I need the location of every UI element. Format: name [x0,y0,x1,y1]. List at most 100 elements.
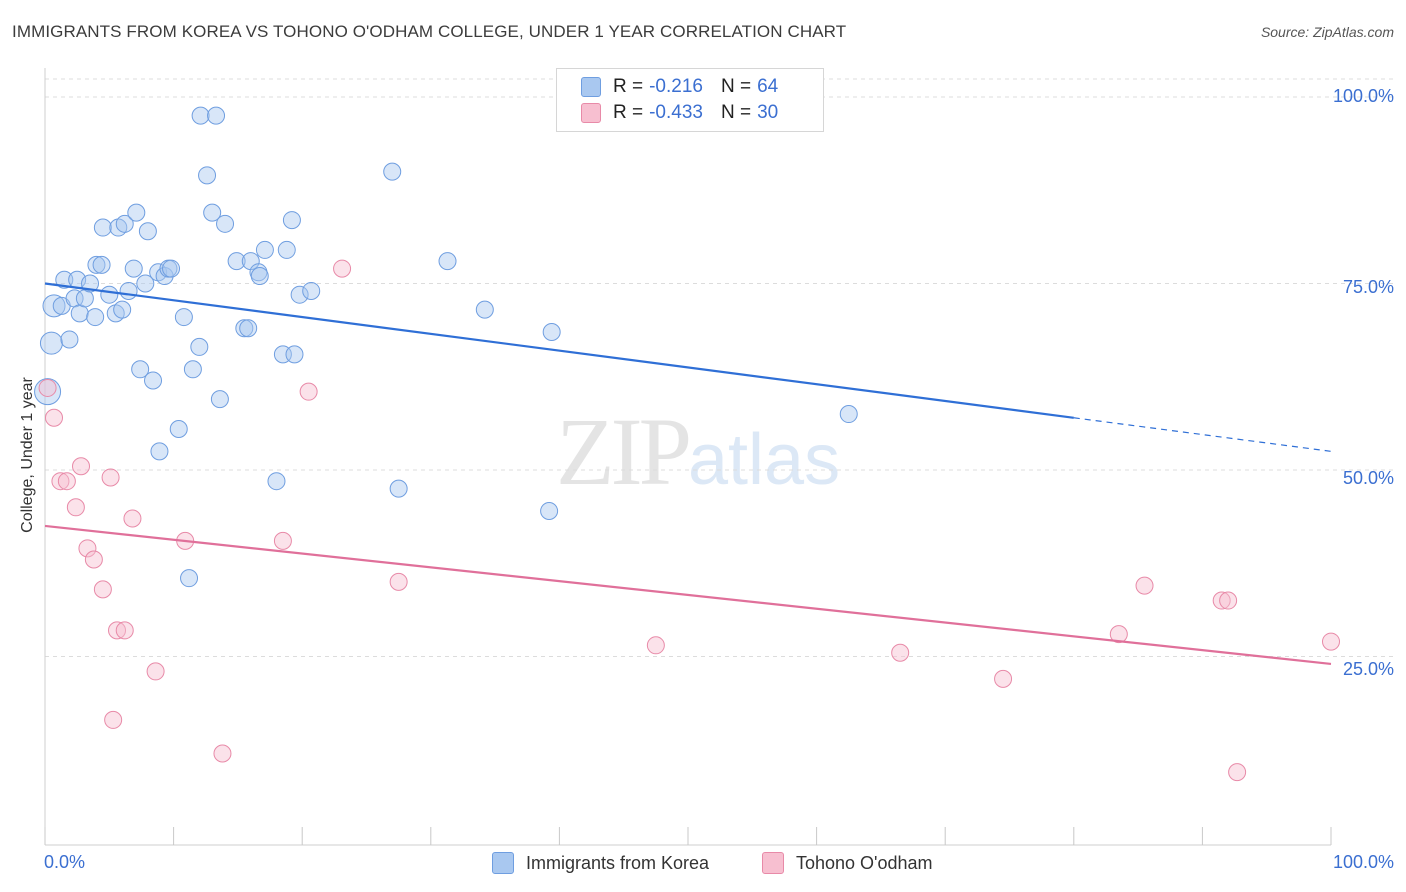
y-tick-25: 25.0% [1342,659,1394,679]
tohono-point [273,531,292,550]
korea-point [70,304,89,323]
bottom-legend-korea: Immigrants from Korea [492,852,709,874]
tohono-point [1135,576,1154,595]
tohono-point [1322,632,1340,651]
tohono-point [994,669,1013,688]
y-axis-label: College, Under 1 year [19,377,36,533]
korea-point [267,472,286,491]
korea-point [203,203,222,222]
korea-point [55,270,74,289]
bottom-swatch-korea [492,852,514,874]
korea-point [207,106,226,125]
tohono-point [38,378,57,397]
korea-point [540,502,559,521]
korea-point [113,300,132,319]
tohono-point [108,621,127,640]
korea-point [277,240,296,259]
korea-point [190,337,209,356]
tohono-point [123,509,142,528]
tohono-point [146,662,165,681]
watermark-atlas: atlas [688,420,841,500]
korea-point [169,419,188,438]
legend-r-value: -0.216 [649,76,703,97]
source-label: Source: ZipAtlas.com [1260,24,1394,40]
bottom-legend-tohono: Tohono O'odham [762,852,933,874]
tohono-point [84,550,103,569]
korea-point [542,322,561,341]
chart-title: IMMIGRANTS FROM KOREA VS TOHONO O'ODHAM … [12,22,847,41]
korea-trend-line [44,282,1074,419]
x-tick-0: 0.0% [44,852,86,872]
y-tick-100: 100.0% [1332,86,1394,106]
legend-r-label: R = [613,102,644,123]
tohono-point [389,572,408,591]
korea-point [239,319,258,338]
korea-point [216,214,235,233]
tohono-point [891,643,910,662]
korea-point [227,252,246,271]
korea-point [475,300,494,319]
tohono-point [66,498,85,517]
tohono-point [78,539,97,558]
tohono-point [1219,591,1238,610]
korea-point [115,214,134,233]
korea-point [438,252,457,271]
korea-point [235,319,254,338]
korea-point [162,259,181,278]
korea-point [198,166,217,185]
korea-point [144,371,163,390]
legend-row-korea: R = -0.216 N = 64 [581,75,778,99]
korea-point [183,360,202,379]
korea-point [255,240,274,259]
bottom-swatch-tohono [762,852,784,874]
tohono-point [51,472,70,491]
korea-point [92,255,111,274]
tohono-point [1212,591,1231,610]
korea-point [131,360,150,379]
korea-point [42,294,66,318]
legend-n-value: 64 [757,76,779,97]
watermark-zip: ZIP [556,398,692,505]
tohono-point [101,468,120,487]
tohono-point [299,382,318,401]
korea-point [383,162,402,181]
y-tick-50: 50.0% [1342,468,1394,488]
legend-n-label: N = [720,76,752,97]
legend-n-label: N = [720,102,752,123]
tohono-trend-line [44,524,1332,666]
korea-point [180,569,199,588]
tohono-point [1109,625,1128,644]
tohono-point [57,472,76,491]
bottom-legend-label-korea: Immigrants from Korea [526,852,710,873]
korea-point [86,308,105,327]
tohono-point [72,457,91,476]
x-tick-100: 100.0% [1332,852,1394,872]
tohono-point [115,621,134,640]
korea-point [290,285,309,304]
korea-point [87,255,106,274]
korea-point [60,330,79,349]
bottom-legend-label-tohono: Tohono O'odham [796,852,933,873]
stats-legend: R = -0.216 N = 64 R = -0.433 N = 30 [556,68,824,132]
tohono-point [213,744,232,763]
korea-point [34,378,62,406]
korea-point [150,442,169,461]
y-tick-75: 75.0% [1342,277,1394,297]
korea-point [124,259,143,278]
korea-point [127,203,146,222]
korea-point [282,211,301,230]
korea-point [174,308,193,327]
tohono-point [646,636,665,655]
korea-point [285,345,304,364]
tohono-point [45,408,64,427]
korea-point [138,222,157,241]
legend-r-label: R = [613,76,644,97]
korea-point [191,106,210,125]
legend-swatch-korea [581,77,601,97]
korea-point [100,285,119,304]
korea-point [75,289,94,308]
legend-row-tohono: R = -0.433 N = 30 [581,101,778,125]
korea-point [136,274,155,293]
korea-point [119,281,138,300]
